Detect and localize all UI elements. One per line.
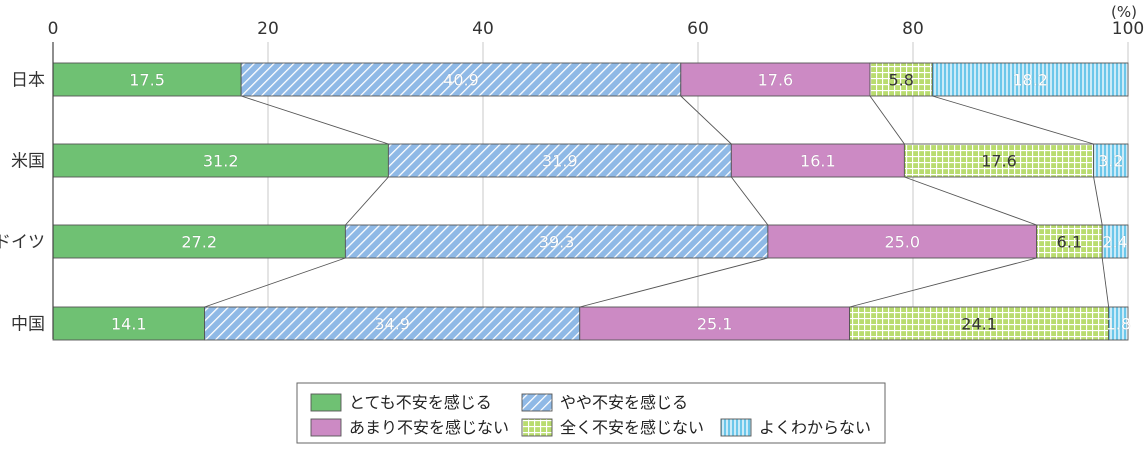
data-label: 3.2 bbox=[1098, 152, 1123, 171]
bar-segment bbox=[1108, 306, 1129, 341]
x-tick-label: 0 bbox=[48, 19, 59, 39]
bar-segment bbox=[931, 62, 1129, 97]
legend-swatch bbox=[310, 393, 342, 412]
bar-segment bbox=[52, 306, 206, 341]
connector-line bbox=[932, 95, 1094, 145]
bar-segment bbox=[204, 306, 581, 341]
data-label: 27.2 bbox=[181, 233, 217, 252]
data-label: 1.8 bbox=[1106, 315, 1131, 334]
category-label: 米国 bbox=[11, 152, 45, 172]
bar-segment bbox=[903, 143, 1095, 178]
legend-label: 全く不安を感じない bbox=[560, 418, 704, 437]
x-tick-label: 20 bbox=[257, 19, 279, 39]
connector-line bbox=[869, 95, 905, 145]
data-label: 31.2 bbox=[203, 152, 239, 171]
bar-segment bbox=[767, 224, 1038, 259]
bar-segment bbox=[1101, 224, 1129, 259]
bar-segment bbox=[1093, 143, 1129, 178]
legend-swatch bbox=[720, 418, 752, 437]
connector-line bbox=[1093, 176, 1103, 226]
connector-lines bbox=[204, 95, 1110, 308]
legend-label: とても不安を感じる bbox=[349, 393, 492, 412]
legend-swatch bbox=[521, 393, 553, 412]
legend-box bbox=[296, 382, 886, 444]
data-label: 39.3 bbox=[539, 233, 575, 252]
bar-segment bbox=[52, 224, 346, 259]
legend-label: やや不安を感じる bbox=[560, 393, 688, 412]
connector-line bbox=[204, 257, 346, 308]
data-label: 6.1 bbox=[1057, 233, 1082, 252]
bar-segment bbox=[387, 143, 732, 178]
connector-line bbox=[345, 176, 389, 226]
connector-line bbox=[904, 176, 1037, 226]
x-tick-label: 60 bbox=[687, 19, 709, 39]
data-label: 24.1 bbox=[961, 315, 997, 334]
x-tick-label: 80 bbox=[902, 19, 924, 39]
x-tick-label: 100 bbox=[1112, 19, 1144, 39]
bar-segment bbox=[52, 62, 242, 97]
bar-segment bbox=[849, 306, 1110, 341]
x-tick-label: 40 bbox=[472, 19, 494, 39]
category-label: 日本 bbox=[11, 71, 45, 91]
data-labels: 17.5 40.9 17.6 5.8 18.2 31.2 31.9 16.1 17.6 3.2 27… bbox=[111, 70, 1132, 334]
category-label: 中国 bbox=[11, 315, 45, 335]
connector-line bbox=[240, 95, 389, 145]
data-label: 25.1 bbox=[697, 315, 733, 334]
connector-line bbox=[579, 257, 768, 308]
bars bbox=[52, 62, 1129, 341]
bar-segment bbox=[240, 62, 682, 97]
data-label: 31.9 bbox=[542, 152, 578, 171]
data-label: 40.9 bbox=[443, 71, 479, 90]
legend-label: あまり不安を感じない bbox=[349, 418, 509, 437]
legend-swatch bbox=[521, 418, 553, 437]
unit-label: (%) bbox=[1111, 3, 1137, 21]
data-label: 5.8 bbox=[888, 71, 913, 90]
data-label: 25.0 bbox=[884, 233, 920, 252]
connector-line bbox=[730, 176, 769, 226]
connector-line bbox=[849, 257, 1037, 308]
bar-segment bbox=[52, 143, 389, 178]
data-label: 16.1 bbox=[800, 152, 836, 171]
data-label: 34.9 bbox=[374, 315, 410, 334]
connector-line bbox=[1101, 257, 1110, 308]
bar-segment bbox=[680, 62, 871, 97]
data-label: 2.4 bbox=[1102, 233, 1127, 252]
data-label: 14.1 bbox=[111, 315, 147, 334]
legend-label: よくわからない bbox=[759, 418, 871, 437]
category-label: ドイツ bbox=[0, 233, 45, 253]
bar-segment bbox=[579, 306, 851, 341]
legend-swatch bbox=[310, 418, 342, 437]
data-label: 18.2 bbox=[1012, 71, 1048, 90]
data-label: 17.5 bbox=[129, 71, 165, 90]
data-label: 17.6 bbox=[981, 152, 1017, 171]
connector-line bbox=[680, 95, 732, 145]
data-label: 17.6 bbox=[758, 71, 794, 90]
